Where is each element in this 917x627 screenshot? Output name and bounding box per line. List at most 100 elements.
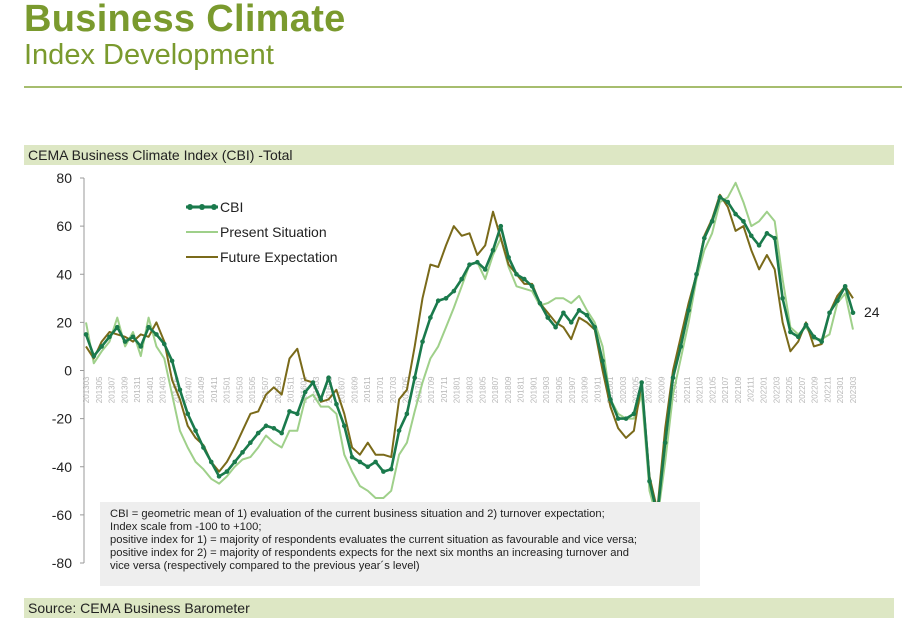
cbi-point (467, 262, 472, 267)
cbi-point (529, 283, 535, 289)
x-tick-label: 201501 (223, 376, 232, 403)
x-tick-label: 201907 (568, 376, 577, 403)
source-text: Source: CEMA Business Barometer (28, 600, 250, 616)
cbi-point (568, 320, 574, 325)
cbi-point (795, 334, 801, 340)
y-tick-label: 40 (56, 266, 72, 282)
cbi-point (694, 271, 699, 277)
x-tick-label: 201407 (184, 376, 193, 403)
cbi-point (224, 469, 230, 474)
cbi-point (341, 423, 347, 429)
cbi-point (146, 324, 151, 330)
x-tick-label: 201305 (95, 376, 104, 403)
cbi-point (193, 428, 198, 433)
x-tick-label: 201511 (287, 376, 296, 403)
cbi-point (107, 334, 112, 340)
cbi-point (756, 243, 762, 248)
cbi-point (412, 375, 418, 381)
cbi-point (381, 469, 386, 474)
note-line: Index scale from -100 to +100; (110, 521, 262, 533)
cbi-point (271, 425, 277, 431)
cbi-point (725, 199, 731, 205)
x-tick-label: 201701 (376, 376, 385, 403)
x-tick-label: 201703 (389, 376, 398, 403)
x-tick-label: 201401 (146, 376, 155, 403)
x-tick-label: 202201 (760, 376, 769, 403)
y-tick-label: -20 (52, 411, 72, 427)
cbi-point (154, 332, 159, 337)
cbi-point (608, 397, 613, 402)
cbi-point (420, 339, 425, 344)
cbi-point (349, 454, 355, 460)
legend-marker (211, 204, 217, 210)
cbi-point (741, 219, 746, 224)
x-tick-label: 201809 (504, 376, 513, 403)
x-tick-label: 202003 (619, 376, 628, 403)
x-tick-label: 202001 (606, 376, 615, 403)
cbi-point (709, 219, 715, 224)
cbi-point (748, 233, 754, 239)
cbi-point (232, 459, 238, 465)
cbi-point (365, 464, 371, 470)
cbi-point (615, 416, 621, 421)
x-tick-label: 202109 (734, 376, 743, 403)
legend-marker (187, 204, 193, 210)
cbi-point (216, 474, 222, 479)
x-tick-label: 201711 (440, 376, 449, 403)
cbi-point (647, 478, 652, 484)
x-tick-label: 201509 (274, 376, 283, 403)
x-tick-label: 202303 (849, 376, 858, 403)
y-tick-label: -40 (52, 459, 72, 475)
cbi-point (435, 298, 441, 304)
x-tick-label: 201605 (325, 376, 334, 403)
x-tick-label: 201505 (248, 376, 257, 403)
x-tick-label: 202205 (785, 376, 794, 403)
cbi-point (819, 339, 824, 344)
x-tick-label: 201811 (517, 376, 526, 403)
y-tick-label: 0 (64, 363, 72, 379)
cbi-point (686, 308, 691, 313)
cbi-point (201, 445, 206, 450)
page-title: Business Climate (24, 0, 346, 40)
cbi-point (161, 341, 167, 347)
cbi-point (99, 344, 104, 349)
x-tick-label: 202207 (798, 376, 807, 403)
x-tick-label: 201503 (235, 376, 244, 403)
x-tick-label: 201611 (363, 376, 372, 403)
x-tick-label: 201409 (197, 376, 206, 403)
cbi-point (498, 223, 504, 229)
chart-title: CEMA Business Climate Index (CBI) -Total (28, 147, 293, 163)
x-tick-label: 202007 (644, 376, 653, 403)
cbi-point (475, 259, 480, 265)
x-tick-label: 201709 (427, 376, 436, 403)
cbi-point (835, 298, 840, 304)
x-tick-label: 201909 (581, 376, 590, 403)
cbi-point (584, 312, 590, 318)
cbi-point (357, 459, 363, 465)
page-subtitle: Index Development (24, 39, 274, 71)
cbi-point (91, 353, 97, 359)
y-tick-label: -80 (52, 555, 72, 571)
x-tick-label: 201303 (82, 376, 91, 403)
cbi-point (428, 315, 433, 320)
x-tick-label: 202301 (836, 376, 845, 403)
cbi-point (334, 401, 339, 407)
cbi-point (623, 416, 629, 421)
x-tick-label: 202005 (632, 376, 641, 403)
cbi-point (780, 296, 785, 301)
cbi-point (803, 322, 809, 328)
x-tick-label: 202107 (721, 376, 730, 403)
cbi-point (521, 276, 527, 282)
cbi-point (490, 247, 496, 253)
x-tick-label: 201903 (542, 376, 551, 403)
title-divider (24, 86, 902, 88)
cbi-point (318, 397, 324, 402)
x-tick-label: 201311 (133, 376, 142, 403)
x-tick-label: 202209 (811, 376, 820, 403)
y-tick-label: 20 (56, 314, 72, 330)
x-tick-label: 201403 (159, 376, 168, 403)
cbi-point (177, 387, 183, 393)
cbi-point (662, 440, 668, 445)
cbi-point (639, 380, 644, 385)
